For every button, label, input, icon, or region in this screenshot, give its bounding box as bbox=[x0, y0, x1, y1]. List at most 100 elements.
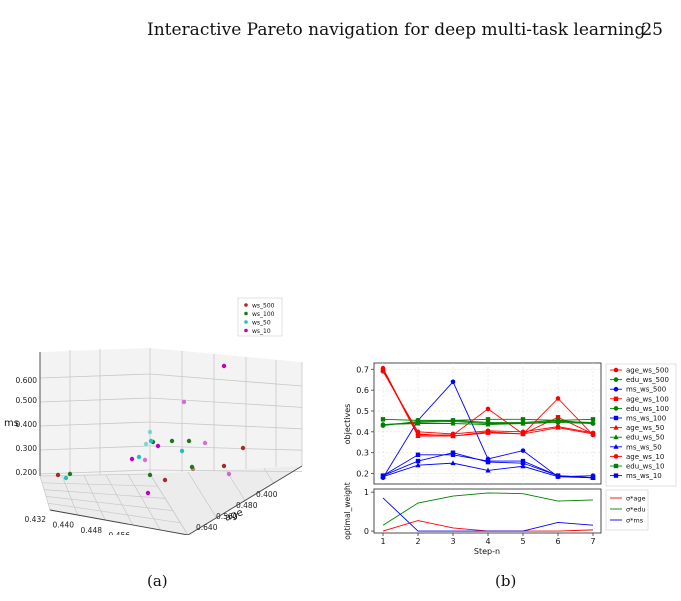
grid-line bbox=[127, 474, 161, 531]
scatter-point bbox=[240, 445, 246, 451]
grid-line bbox=[39, 397, 151, 403]
top-y-axis-label: objectives bbox=[343, 404, 352, 445]
legend-label: edu_ws_50 bbox=[626, 434, 664, 442]
legend-label: age_ws_50 bbox=[626, 424, 664, 432]
scatter-point bbox=[181, 399, 187, 405]
x-tick-label: 5 bbox=[520, 537, 525, 546]
y-tick-label: 0.2 bbox=[356, 470, 369, 479]
legend-marker bbox=[613, 473, 619, 478]
scatter-point bbox=[55, 472, 61, 478]
data-point-ms_ws_50 bbox=[520, 463, 526, 469]
grid-line bbox=[61, 475, 78, 516]
scatter-point bbox=[148, 438, 154, 444]
scatter-point bbox=[67, 471, 73, 477]
legend-marker bbox=[613, 367, 619, 373]
bottom-y-axis-label: optimal_weight bbox=[343, 482, 352, 539]
y-tick-label: 0.6 bbox=[356, 386, 369, 395]
data-point-ms_ws_50 bbox=[415, 462, 421, 468]
y-tick-label: 0 bbox=[364, 527, 369, 536]
legend-label: age_ws_100 bbox=[626, 395, 669, 403]
y-tick-label: 0.640 bbox=[196, 523, 218, 532]
legend-marker bbox=[244, 303, 248, 307]
data-point-ms_ws_10 bbox=[485, 459, 491, 465]
scatter-point bbox=[221, 363, 227, 369]
data-point-age_ws_10 bbox=[520, 429, 526, 435]
pareto-navigation-chart: 0.20.30.40.50.60.7objectivesage_ws_500ed… bbox=[343, 362, 677, 556]
z-axis-label: ms bbox=[4, 418, 19, 429]
x-axis-label: Step-n bbox=[474, 547, 500, 556]
scatter-point bbox=[169, 438, 175, 444]
scatter-point bbox=[143, 441, 149, 447]
legend-marker bbox=[613, 396, 619, 401]
scatter-3d-chart: 0.200 0.300 0.400 0.500 0.600 ms 0.432 0.440 0.4… bbox=[4, 297, 303, 535]
bottom-plot-frame bbox=[373, 488, 602, 534]
x-axis-line bbox=[49, 509, 189, 535]
legend-label: ws_100 bbox=[252, 311, 275, 318]
back-left-pane bbox=[40, 348, 150, 476]
z-tick-label: 0.600 bbox=[16, 376, 38, 385]
y-tick-label: 1 bbox=[364, 488, 369, 497]
legend-marker bbox=[613, 463, 619, 469]
data-point-ms_ws_10 bbox=[450, 450, 456, 455]
scatter-point bbox=[189, 464, 195, 470]
data-point-edu_ws_10 bbox=[485, 417, 491, 422]
data-point-age_ws_10 bbox=[380, 369, 386, 374]
grid-line bbox=[39, 475, 51, 511]
y-tick-label: 0.480 bbox=[236, 501, 258, 510]
legend-label: ws_50 bbox=[252, 319, 271, 326]
grid-line bbox=[39, 445, 151, 451]
data-point-age_ws_10 bbox=[555, 424, 561, 429]
running-header: Interactive Pareto navigation for deep m… bbox=[147, 20, 646, 40]
data-point-ms_ws_10 bbox=[380, 473, 386, 478]
legend-label: σ*edu bbox=[626, 506, 646, 514]
weight-line bbox=[382, 492, 594, 526]
legend-marker bbox=[613, 377, 619, 382]
page-number: 25 bbox=[641, 20, 663, 40]
legend-marker bbox=[244, 328, 248, 333]
data-point-ms_ws_10 bbox=[590, 475, 596, 480]
scatter-point bbox=[155, 443, 161, 449]
grid-line bbox=[149, 473, 189, 535]
data-point-edu_ws_50 bbox=[380, 421, 386, 427]
legend-label: ms_ws_500 bbox=[626, 386, 666, 394]
y-tick-label: 0.720 bbox=[176, 534, 198, 535]
scatter-point bbox=[186, 438, 192, 444]
legend-label: ms_ws_100 bbox=[626, 415, 666, 423]
legend-label: ms_ws_50 bbox=[626, 443, 662, 451]
grid-line bbox=[83, 475, 106, 521]
z-tick-label: 0.200 bbox=[16, 468, 38, 477]
legend-marker bbox=[613, 434, 619, 440]
scatter-point bbox=[147, 472, 153, 478]
bottom-legend-box bbox=[605, 489, 649, 531]
data-point-edu_ws_50 bbox=[590, 419, 596, 425]
x-tick-label: 2 bbox=[415, 537, 420, 546]
grid-line bbox=[39, 373, 151, 379]
legend-label: edu_ws_10 bbox=[626, 463, 664, 471]
x-tick-label: 4 bbox=[485, 537, 490, 546]
y-tick-label: 0.5 bbox=[356, 407, 369, 416]
grid-line bbox=[45, 496, 173, 511]
scatter-point bbox=[145, 490, 151, 496]
data-point-age_ws_10 bbox=[415, 429, 421, 435]
scatter-point bbox=[63, 475, 69, 481]
data-point-ms_ws_10 bbox=[520, 460, 526, 466]
grid-line bbox=[105, 474, 134, 526]
data-point-edu_ws_10 bbox=[520, 417, 526, 422]
data-point-age_ws_10 bbox=[590, 430, 596, 436]
grid-line bbox=[149, 421, 303, 430]
x-tick-label: 6 bbox=[555, 537, 560, 546]
x-tick-label: 0.448 bbox=[81, 526, 103, 535]
data-point-age_ws_100 bbox=[555, 415, 561, 420]
grid-line bbox=[187, 471, 217, 518]
legend-marker bbox=[244, 311, 248, 316]
scatter-point bbox=[136, 454, 142, 460]
legend-marker bbox=[613, 406, 619, 411]
y-axis-line bbox=[187, 465, 303, 535]
legend-label: ws_10 bbox=[252, 328, 271, 335]
z-tick-label: 0.500 bbox=[16, 396, 38, 405]
x-tick-label: 7 bbox=[590, 537, 595, 546]
grid-line bbox=[263, 467, 274, 484]
data-point-age_ws_500 bbox=[485, 406, 491, 412]
legend-marker bbox=[613, 386, 619, 392]
scatter-point bbox=[142, 457, 148, 463]
